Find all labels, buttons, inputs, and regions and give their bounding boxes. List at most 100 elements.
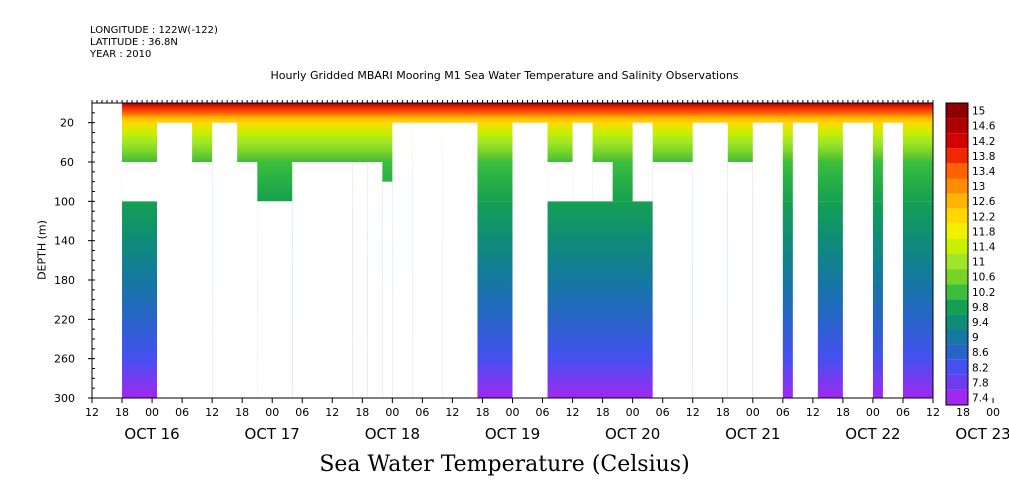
colorbar-label: 11.8 [972, 226, 995, 238]
missing-data-gap [547, 162, 573, 202]
colorbar-swatch [946, 178, 968, 194]
x-hour-label: 00 [986, 406, 1000, 419]
colorbar-label: 12.2 [972, 211, 995, 223]
colorbar-swatch [946, 133, 968, 149]
x-hour-label: 06 [536, 406, 550, 419]
x-hour-label: 12 [566, 406, 580, 419]
x-axis-label: Sea Water Temperature (Celsius) [319, 452, 690, 477]
colorbar-swatch [946, 148, 968, 164]
missing-data-gap [352, 162, 368, 398]
colorbar-swatch [946, 344, 968, 360]
missing-data-gap [257, 201, 293, 398]
missing-data-gap [692, 122, 728, 399]
x-day-label: OCT 20 [605, 425, 660, 443]
x-hour-label: 06 [776, 406, 790, 419]
colorbar-swatch [946, 208, 968, 224]
colorbar-label: 14.2 [972, 136, 995, 148]
colorbar-swatch [946, 193, 968, 209]
x-hour-label: 12 [85, 406, 99, 419]
colorbar-swatch [946, 359, 968, 375]
x-hour-label: 12 [806, 406, 820, 419]
x-hour-label: 18 [956, 406, 970, 419]
missing-data-gap [882, 122, 903, 399]
colorbar-label: 11.4 [972, 241, 996, 253]
x-hour-label: 18 [355, 406, 369, 419]
latitude-label: LATITUDE : 36.8N [90, 37, 178, 48]
x-hour-label: 06 [415, 406, 429, 419]
missing-data-gap [752, 122, 783, 399]
year-label: YEAR : 2010 [90, 49, 152, 60]
chart-title: Hourly Gridded MBARI Mooring M1 Sea Wate… [270, 69, 739, 82]
colorbar-swatch [946, 389, 968, 405]
x-hour-label: 12 [926, 406, 940, 419]
colorbar-label: 8.2 [972, 362, 989, 374]
missing-data-gap [367, 162, 383, 398]
x-day-label: OCT 18 [365, 425, 420, 443]
x-day-label: OCT 23 [955, 425, 1009, 443]
colorbar-label: 14.6 [972, 121, 996, 133]
y-tick-label: 180 [54, 274, 75, 287]
missing-data-gap [442, 122, 478, 399]
x-hour-label: 00 [866, 406, 880, 419]
x-hour-label: 06 [896, 406, 910, 419]
missing-data-gap [227, 162, 258, 398]
colorbar-label: 15 [972, 106, 985, 118]
x-hour-label: 00 [385, 406, 399, 419]
y-tick-label: 140 [54, 235, 75, 248]
y-tick-label: 100 [54, 195, 75, 208]
colorbar-swatch [946, 299, 968, 315]
colorbar-label: 11 [972, 257, 985, 269]
x-hour-label: 12 [205, 406, 219, 419]
missing-data-gap [592, 162, 613, 202]
colorbar-swatch [946, 374, 968, 390]
colorbar-swatch [946, 254, 968, 270]
missing-data-gap [632, 122, 653, 202]
colorbar-label: 13.8 [972, 151, 995, 163]
colorbar-swatch [946, 284, 968, 300]
x-hour-label: 18 [115, 406, 129, 419]
y-tick-label: 20 [60, 117, 74, 130]
x-hour-label: 00 [746, 406, 760, 419]
x-hour-label: 12 [686, 406, 700, 419]
x-day-label: OCT 17 [245, 425, 300, 443]
y-tick-label: 260 [54, 353, 75, 366]
colorbar-swatch [946, 163, 968, 179]
colorbar-swatch [946, 118, 968, 134]
x-hour-label: 12 [325, 406, 339, 419]
colorbar-label: 10.6 [972, 272, 996, 284]
colorbar-label: 13.4 [972, 166, 996, 178]
colorbar-label: 9 [972, 332, 979, 344]
colorbar-swatch [946, 329, 968, 345]
colorbar-swatch [946, 314, 968, 330]
x-hour-label: 18 [235, 406, 249, 419]
x-hour-label: 00 [626, 406, 640, 419]
missing-data-gap [512, 122, 548, 399]
colorbar-label: 12.6 [972, 196, 996, 208]
x-hour-label: 18 [836, 406, 850, 419]
y-tick-label: 60 [60, 156, 74, 169]
x-hour-label: 00 [506, 406, 520, 419]
colorbar-swatch [946, 103, 968, 119]
missing-data-gap [292, 162, 353, 398]
x-hour-label: 18 [716, 406, 730, 419]
missing-data-gap [727, 162, 753, 398]
missing-data-gap [572, 122, 593, 202]
missing-data-gap [792, 122, 818, 399]
x-hour-label: 06 [175, 406, 189, 419]
x-hour-label: 18 [596, 406, 610, 419]
x-hour-label: 12 [445, 406, 459, 419]
colorbar-swatch [946, 269, 968, 285]
longitude-label: LONGITUDE : 122W(-122) [90, 25, 218, 36]
missing-data-gap [652, 162, 693, 398]
x-day-label: OCT 21 [725, 425, 780, 443]
x-day-label: OCT 19 [485, 425, 540, 443]
y-tick-label: 220 [54, 313, 75, 326]
colorbar-label: 10.2 [972, 287, 995, 299]
colorbar-label: 7.4 [972, 392, 989, 404]
colorbar-frame [945, 102, 969, 406]
colorbar-swatch [946, 238, 968, 254]
x-hour-label: 00 [265, 406, 279, 419]
x-day-label: OCT 16 [124, 425, 179, 443]
colorbar-label: 13 [972, 181, 985, 193]
colorbar-label: 8.6 [972, 347, 989, 359]
